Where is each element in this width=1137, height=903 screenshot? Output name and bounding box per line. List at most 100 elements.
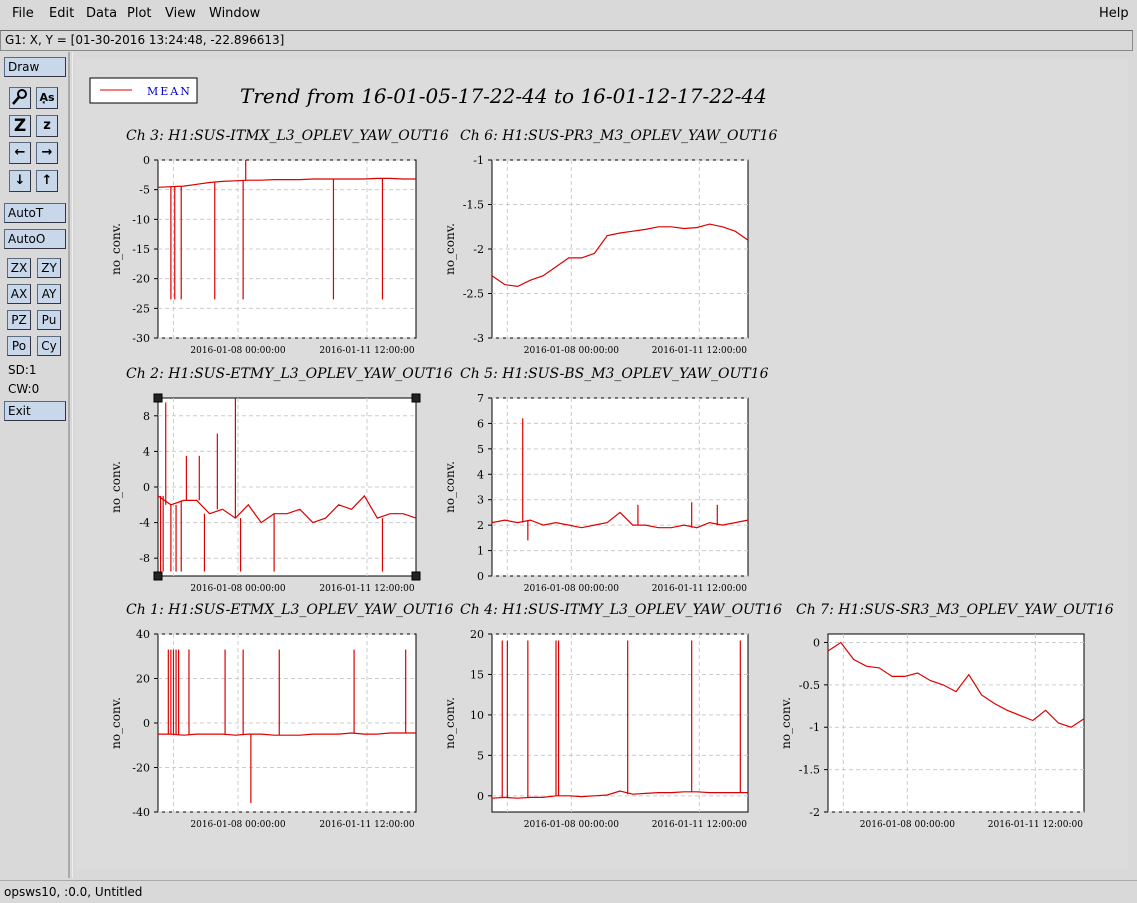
- plot-svg[interactable]: MEAN Trend from 16-01-05-17-22-44 to 16-…: [76, 58, 1128, 870]
- menu-plot[interactable]: Plot: [127, 6, 152, 21]
- chart-frame: [491, 633, 749, 813]
- y-tick-label: -1: [473, 154, 484, 167]
- autot-button[interactable]: AutoT: [4, 203, 66, 223]
- selection-handle[interactable]: [153, 393, 163, 403]
- coordinate-readout-bar: G1: X, Y = [01-30-2016 13:24:48, -22.896…: [0, 30, 1133, 51]
- chart-frame: [491, 397, 749, 577]
- pz-button[interactable]: PZ: [7, 310, 31, 330]
- annotate-text-icon[interactable]: A͓s: [36, 87, 58, 109]
- x-tick-label: 2016-01-11 12:00:00: [319, 584, 414, 594]
- y-tick-label: -20: [132, 762, 150, 775]
- y-tick-label: -8: [139, 552, 150, 565]
- y-tick-label: -5: [139, 184, 150, 197]
- x-tick-label: 2016-01-08 00:00:00: [524, 346, 619, 356]
- arrow-left-icon[interactable]: ←: [9, 142, 31, 164]
- po-button[interactable]: Po: [7, 336, 31, 356]
- menu-window[interactable]: Window: [209, 6, 261, 21]
- x-tick-label: 2016-01-08 00:00:00: [524, 584, 619, 594]
- coordinate-readout: G1: X, Y = [01-30-2016 13:24:48, -22.896…: [5, 33, 285, 47]
- menu-view[interactable]: View: [165, 6, 196, 21]
- y-tick-label: -3: [473, 332, 484, 345]
- y-tick-label: -2: [473, 243, 484, 256]
- x-tick-label: 2016-01-11 12:00:00: [652, 346, 747, 356]
- selection-handle[interactable]: [411, 571, 421, 581]
- zx-button[interactable]: ZX: [7, 258, 31, 278]
- x-tick-label: 2016-01-11 12:00:00: [319, 820, 414, 830]
- y-tick-label: 0: [143, 154, 150, 167]
- data-series-line: [491, 790, 748, 799]
- y-tick-label: 20: [470, 628, 484, 641]
- chart-frame: [827, 633, 1085, 813]
- menu-file[interactable]: File: [12, 6, 34, 21]
- data-series-line: [157, 177, 416, 188]
- menu-bar: File Edit Data Plot View Window Help: [0, 0, 1137, 28]
- y-tick-label: -2: [809, 806, 820, 819]
- arrow-right-icon[interactable]: →: [36, 142, 58, 164]
- y-tick-label: 0: [477, 570, 484, 583]
- zy-button[interactable]: ZY: [37, 258, 61, 278]
- y-tick-label: -25: [132, 302, 150, 315]
- menu-help[interactable]: Help: [1099, 6, 1129, 21]
- y-tick-label: 20: [136, 673, 150, 686]
- x-tick-label: 2016-01-11 12:00:00: [652, 584, 747, 594]
- y-tick-label: 0: [813, 636, 820, 649]
- menu-data[interactable]: Data: [86, 6, 118, 21]
- y-tick-label: 5: [477, 443, 484, 456]
- data-series-line: [491, 511, 749, 529]
- x-tick-label: 2016-01-08 00:00:00: [524, 820, 619, 830]
- y-tick-label: 40: [136, 628, 150, 641]
- y-tick-label: 4: [477, 468, 484, 481]
- tool-panel: Draw A͓s Z z ← → ↓ ↑ AutoT AutoO ZX ZY A…: [0, 52, 70, 878]
- x-tick-label: 2016-01-11 12:00:00: [319, 346, 414, 356]
- menu-edit[interactable]: Edit: [49, 6, 75, 21]
- magnify-icon[interactable]: [9, 87, 31, 109]
- y-tick-label: -2.5: [463, 288, 484, 301]
- cw-label: CW:0: [8, 382, 40, 396]
- plot-canvas[interactable]: MEAN Trend from 16-01-05-17-22-44 to 16-…: [76, 58, 1128, 870]
- chart-title: Ch 6: H1:SUS-PR3_M3_OPLEV_YAW_OUT16: [460, 128, 778, 144]
- data-series-line: [158, 732, 416, 736]
- y-tick-label: 1: [477, 545, 484, 558]
- x-tick-label: 2016-01-11 12:00:00: [652, 820, 747, 830]
- zoom-small-icon[interactable]: z: [36, 115, 58, 137]
- chart-title: Ch 4: H1:SUS-ITMY_L3_OPLEV_YAW_OUT16: [460, 602, 782, 618]
- exit-button[interactable]: Exit: [4, 401, 66, 421]
- y-tick-label: 0: [477, 790, 484, 803]
- autoo-button[interactable]: AutoO: [4, 229, 66, 249]
- ax-button[interactable]: AX: [7, 284, 31, 304]
- y-axis-label: no_conv.: [109, 461, 123, 513]
- ay-button[interactable]: AY: [37, 284, 61, 304]
- status-text: opsws10, :0.0, Untitled: [4, 885, 143, 899]
- arrow-up-icon[interactable]: ↑: [36, 170, 58, 192]
- pu-button[interactable]: Pu: [37, 310, 61, 330]
- y-tick-label: -20: [132, 273, 150, 286]
- y-tick-label: 4: [143, 445, 150, 458]
- chart-title: Ch 7: H1:SUS-SR3_M3_OPLEV_YAW_OUT16: [796, 602, 1114, 618]
- y-tick-label: -0.5: [799, 679, 820, 692]
- y-tick-label: -4: [139, 517, 150, 530]
- zoom-big-icon[interactable]: Z: [9, 115, 31, 137]
- y-tick-label: 15: [470, 668, 484, 681]
- y-axis-label: no_conv.: [109, 697, 123, 749]
- y-tick-label: -30: [132, 332, 150, 345]
- sd-label: SD:1: [8, 363, 37, 377]
- y-tick-label: -40: [132, 806, 150, 819]
- y-tick-label: 8: [143, 410, 150, 423]
- y-axis-label: no_conv.: [443, 223, 457, 275]
- y-tick-label: 5: [477, 749, 484, 762]
- chart-title: Ch 2: H1:SUS-ETMY_L3_OPLEV_YAW_OUT16: [126, 366, 453, 382]
- y-tick-label: 10: [470, 709, 484, 722]
- draw-button[interactable]: Draw: [4, 57, 66, 77]
- y-axis-label: no_conv.: [443, 697, 457, 749]
- y-tick-label: -1.5: [799, 764, 820, 777]
- y-tick-label: -1: [809, 721, 820, 734]
- selection-handle[interactable]: [411, 393, 421, 403]
- y-axis-label: no_conv.: [779, 697, 793, 749]
- chart-title: Ch 1: H1:SUS-ETMX_L3_OPLEV_YAW_OUT16: [126, 602, 454, 618]
- status-bar: opsws10, :0.0, Untitled: [0, 880, 1137, 903]
- cy-button[interactable]: Cy: [37, 336, 61, 356]
- arrow-down-icon[interactable]: ↓: [9, 170, 31, 192]
- selection-handle[interactable]: [153, 571, 163, 581]
- y-tick-label: 0: [143, 481, 150, 494]
- data-series-line: [827, 641, 1085, 728]
